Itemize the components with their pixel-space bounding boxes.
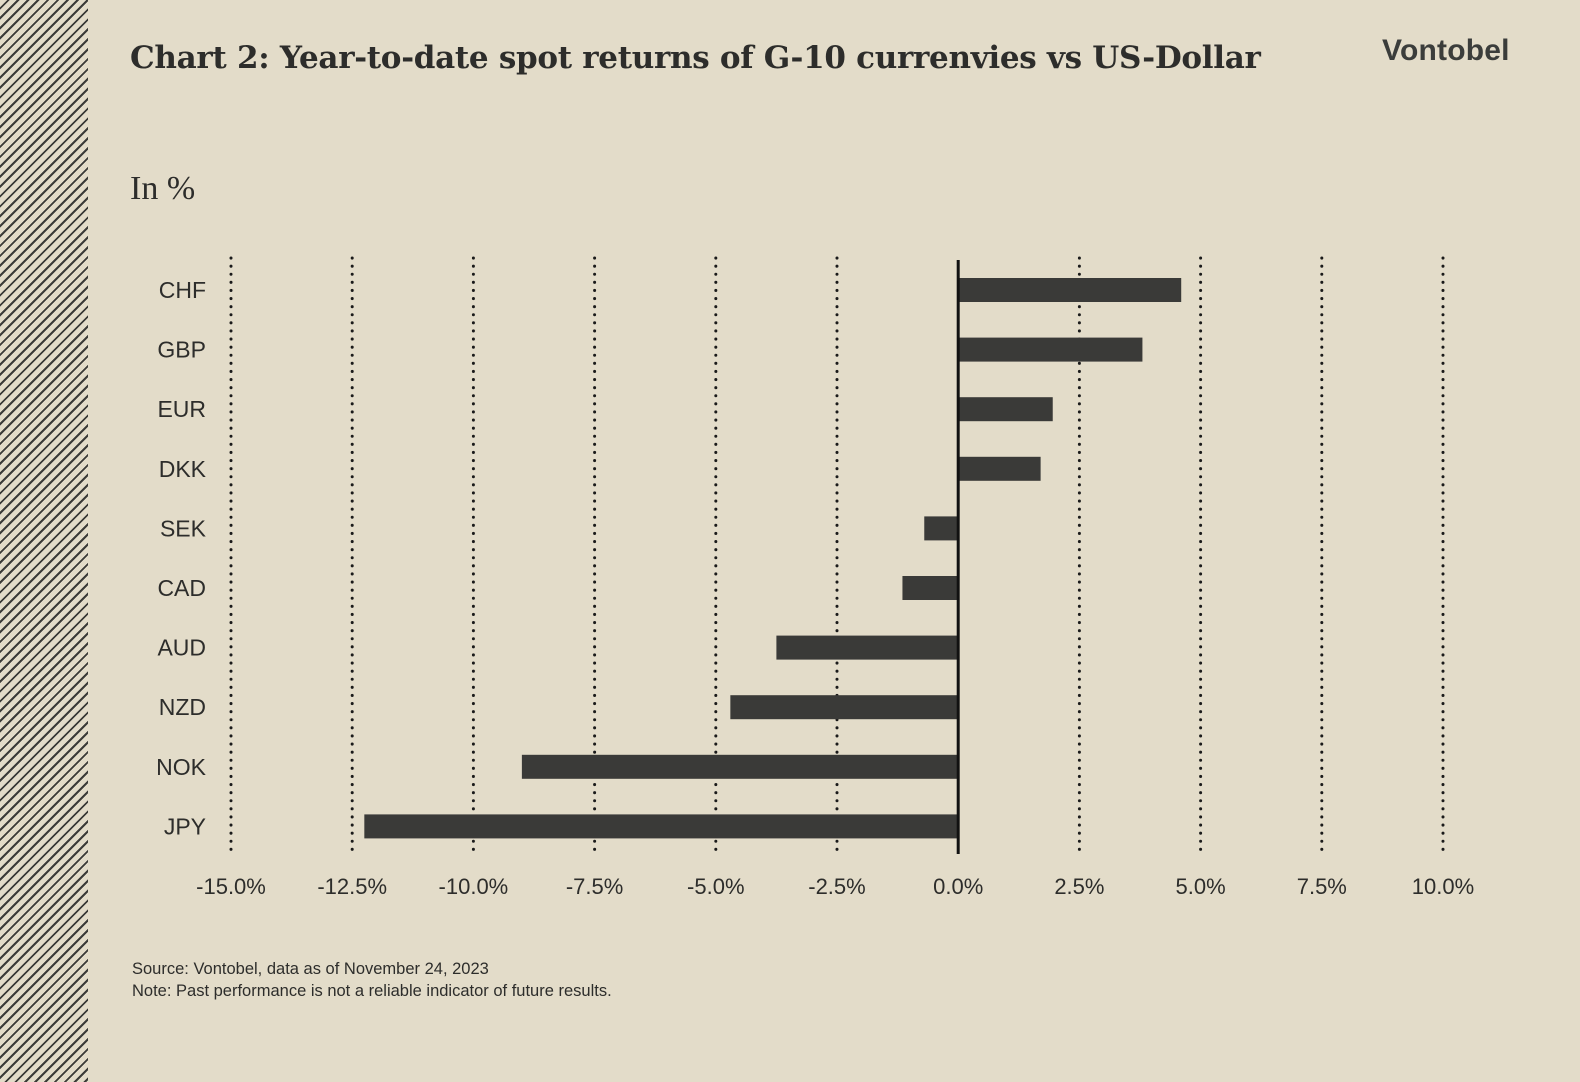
bar-aud [776, 635, 959, 660]
bar-nok [521, 754, 959, 779]
footer-notes: Source: Vontobel, data as of November 24… [132, 958, 612, 1002]
x-tick-label: 5.0% [1176, 874, 1226, 899]
bar-cad [902, 576, 959, 600]
category-label: AUD [157, 635, 206, 661]
vontobel-logo: Vontobel [1382, 34, 1510, 67]
bar-dkk [958, 456, 1041, 481]
decorative-stripe-band [0, 0, 88, 1082]
x-tick-labels: -15.0% -12.5% -10.0% -7.5% -5.0% -2.5% 0.0% 2.5… [196, 874, 1474, 899]
bars [364, 278, 1182, 839]
bar-nzd [730, 695, 959, 720]
x-tick-label: -2.5% [808, 874, 865, 899]
chart-title: Chart 2: Year-to-date spot returns of G-… [130, 40, 1261, 76]
category-label: DKK [159, 456, 207, 482]
performance-note: Note: Past performance is not a reliable… [132, 982, 612, 1000]
bar-jpy [364, 814, 959, 839]
category-label: EUR [157, 396, 206, 422]
x-tick-label: -7.5% [566, 874, 623, 899]
source-note: Source: Vontobel, data as of November 24… [132, 960, 489, 978]
x-tick-label: 2.5% [1054, 874, 1104, 899]
bar-sek [924, 516, 959, 541]
bar-chf [958, 278, 1182, 302]
x-tick-label: -5.0% [687, 874, 744, 899]
category-label: CAD [157, 575, 206, 601]
category-label: GBP [157, 337, 206, 363]
x-tick-label: 10.0% [1412, 874, 1474, 899]
category-label: CHF [159, 277, 206, 303]
x-tick-label: -10.0% [439, 874, 509, 899]
bar-gbp [958, 337, 1143, 362]
unit-label: In % [130, 170, 196, 207]
category-label: NZD [159, 694, 206, 720]
bar-eur [958, 397, 1053, 422]
gridlines [229, 256, 1445, 852]
x-tick-label: 7.5% [1297, 874, 1347, 899]
x-tick-label: -12.5% [317, 874, 387, 899]
category-labels: CHF GBP EUR DKK SEK CAD AUD NZD NOK JPY [156, 277, 207, 839]
x-tick-label: -15.0% [196, 874, 266, 899]
x-tick-label: 0.0% [933, 874, 983, 899]
category-label: NOK [156, 754, 207, 780]
category-label: SEK [160, 515, 207, 541]
category-label: JPY [164, 813, 206, 839]
